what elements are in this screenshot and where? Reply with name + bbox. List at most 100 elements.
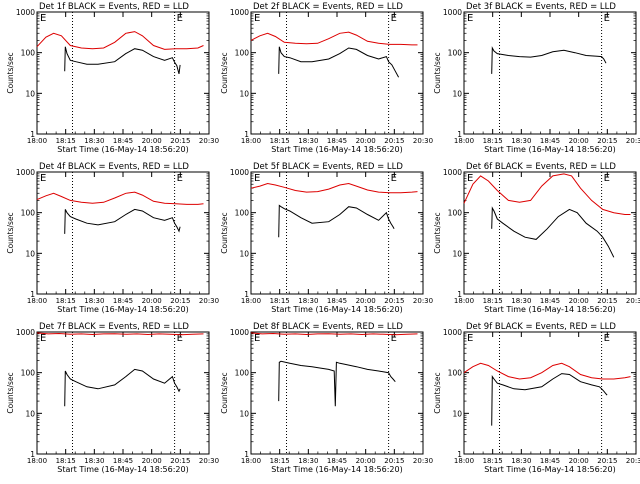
plot-frame [250, 171, 424, 295]
x-tick-label: 20:00 [356, 137, 376, 145]
x-tick-label: 18:30 [511, 137, 531, 145]
panel-det-3: Det 3f BLACK = Events, RED = LLD 1 10 100 10… [433, 2, 640, 154]
x-tick-label: 20:15 [384, 297, 404, 305]
plot-frame [463, 171, 637, 295]
x-tick-label: 20:15 [597, 297, 617, 305]
panel-det-1: Det 1f BLACK = Events, RED = LLD 1 10 100 10… [6, 2, 219, 154]
x-tick-label: 20:30 [413, 137, 433, 145]
x-tick-label: 18:45 [327, 297, 347, 305]
event-marker-e-right: E [604, 13, 610, 24]
event-marker-e-left: E [40, 333, 46, 344]
event-marker-e-left: E [254, 13, 260, 24]
panel-title: Det 2f BLACK = Events, RED = LLD [253, 2, 403, 12]
event-marker-e-left: E [467, 13, 473, 24]
y-tick-label: 100 [448, 49, 463, 58]
series-line-events [64, 368, 181, 407]
y-axis-title: Counts/sec [6, 212, 15, 253]
event-marker-e-left: E [467, 333, 473, 344]
y-tick-label: 1 [30, 130, 35, 139]
x-axis-title: Start Time (16-May-14 18:56:20) [57, 465, 188, 474]
panel-det-9: Det 9f BLACK = Events, RED = LLD 1 10 100 10… [433, 322, 640, 474]
y-tick-label: 10 [239, 249, 249, 258]
y-tick-label: 1 [30, 290, 35, 299]
x-tick-label: 20:15 [170, 457, 190, 465]
y-axis-title: Counts/sec [433, 52, 442, 93]
x-tick-label: 18:00 [454, 457, 474, 465]
y-axis-title: Counts/sec [433, 372, 442, 413]
y-axis-title: Counts/sec [433, 212, 442, 253]
y-tick-label: 10 [25, 409, 35, 418]
y-tick-label: 10 [452, 409, 462, 418]
x-axis-title: Start Time (16-May-14 18:56:20) [57, 145, 188, 154]
y-tick-label: 1000 [443, 8, 462, 17]
x-tick-label: 20:30 [199, 457, 219, 465]
panel-det-8: Det 8f BLACK = Events, RED = LLD 1 10 100 10… [220, 322, 433, 474]
x-tick-label: 18:30 [511, 457, 531, 465]
x-tick-label: 18:30 [84, 137, 104, 145]
y-tick-label: 100 [235, 49, 250, 58]
x-tick-label: 18:45 [327, 457, 347, 465]
x-tick-label: 18:15 [483, 137, 503, 145]
panel-title: Det 5f BLACK = Events, RED = LLD [253, 162, 403, 172]
x-tick-label: 20:30 [626, 137, 640, 145]
x-tick-label: 20:15 [597, 457, 617, 465]
x-axis-title: Start Time (16-May-14 18:56:20) [271, 305, 402, 314]
x-tick-label: 18:45 [113, 137, 133, 145]
y-tick-label: 10 [452, 89, 462, 98]
event-marker-e-right: E [604, 333, 610, 344]
y-tick-label: 1 [457, 450, 462, 459]
y-tick-label: 1000 [16, 8, 35, 17]
x-tick-label: 20:00 [142, 297, 162, 305]
x-tick-label: 18:00 [454, 297, 474, 305]
x-tick-label: 20:30 [626, 457, 640, 465]
x-axis-title: Start Time (16-May-14 18:56:20) [271, 145, 402, 154]
x-tick-label: 18:15 [56, 137, 76, 145]
y-axis-title: Counts/sec [6, 52, 15, 93]
x-tick-label: 20:30 [413, 457, 433, 465]
y-tick-label: 1 [244, 450, 249, 459]
series-line-events [491, 373, 608, 426]
x-tick-label: 18:30 [298, 137, 318, 145]
y-tick-label: 1000 [443, 168, 462, 177]
event-marker-e-left: E [467, 173, 473, 184]
event-marker-e-right: E [177, 173, 183, 184]
x-tick-label: 20:30 [199, 297, 219, 305]
y-axis-title: Counts/sec [220, 372, 229, 413]
series-line-events [64, 208, 181, 234]
plot-frame [463, 331, 637, 455]
panel-det-6: Det 6f BLACK = Events, RED = LLD 1 10 100 10… [433, 162, 640, 314]
event-marker-e-left: E [254, 333, 260, 344]
y-tick-label: 10 [25, 89, 35, 98]
x-tick-label: 18:15 [483, 297, 503, 305]
x-tick-label: 20:00 [356, 457, 376, 465]
series-line-lld [250, 31, 418, 46]
x-tick-label: 18:45 [113, 297, 133, 305]
x-tick-label: 18:30 [298, 457, 318, 465]
x-tick-label: 20:00 [569, 137, 589, 145]
panel-title: Det 3f BLACK = Events, RED = LLD [466, 2, 616, 12]
x-tick-label: 18:15 [56, 297, 76, 305]
x-tick-label: 18:15 [270, 297, 290, 305]
y-tick-label: 1 [30, 450, 35, 459]
x-tick-label: 20:15 [170, 137, 190, 145]
series-line-lld [36, 31, 204, 50]
x-tick-label: 20:00 [569, 457, 589, 465]
x-tick-label: 18:00 [27, 297, 47, 305]
event-marker-e-left: E [40, 173, 46, 184]
x-tick-label: 18:00 [241, 137, 261, 145]
plot-frame [463, 11, 637, 135]
y-tick-label: 10 [239, 89, 249, 98]
y-tick-label: 10 [239, 409, 249, 418]
x-tick-label: 18:45 [540, 137, 560, 145]
x-tick-label: 18:00 [27, 457, 47, 465]
y-tick-label: 100 [21, 49, 36, 58]
event-marker-e-left: E [40, 13, 46, 24]
y-tick-label: 100 [235, 369, 250, 378]
x-tick-label: 18:45 [540, 457, 560, 465]
event-marker-e-right: E [391, 173, 397, 184]
y-axis-title: Counts/sec [6, 372, 15, 413]
series-line-lld [463, 173, 631, 215]
plot-frame [36, 331, 210, 455]
